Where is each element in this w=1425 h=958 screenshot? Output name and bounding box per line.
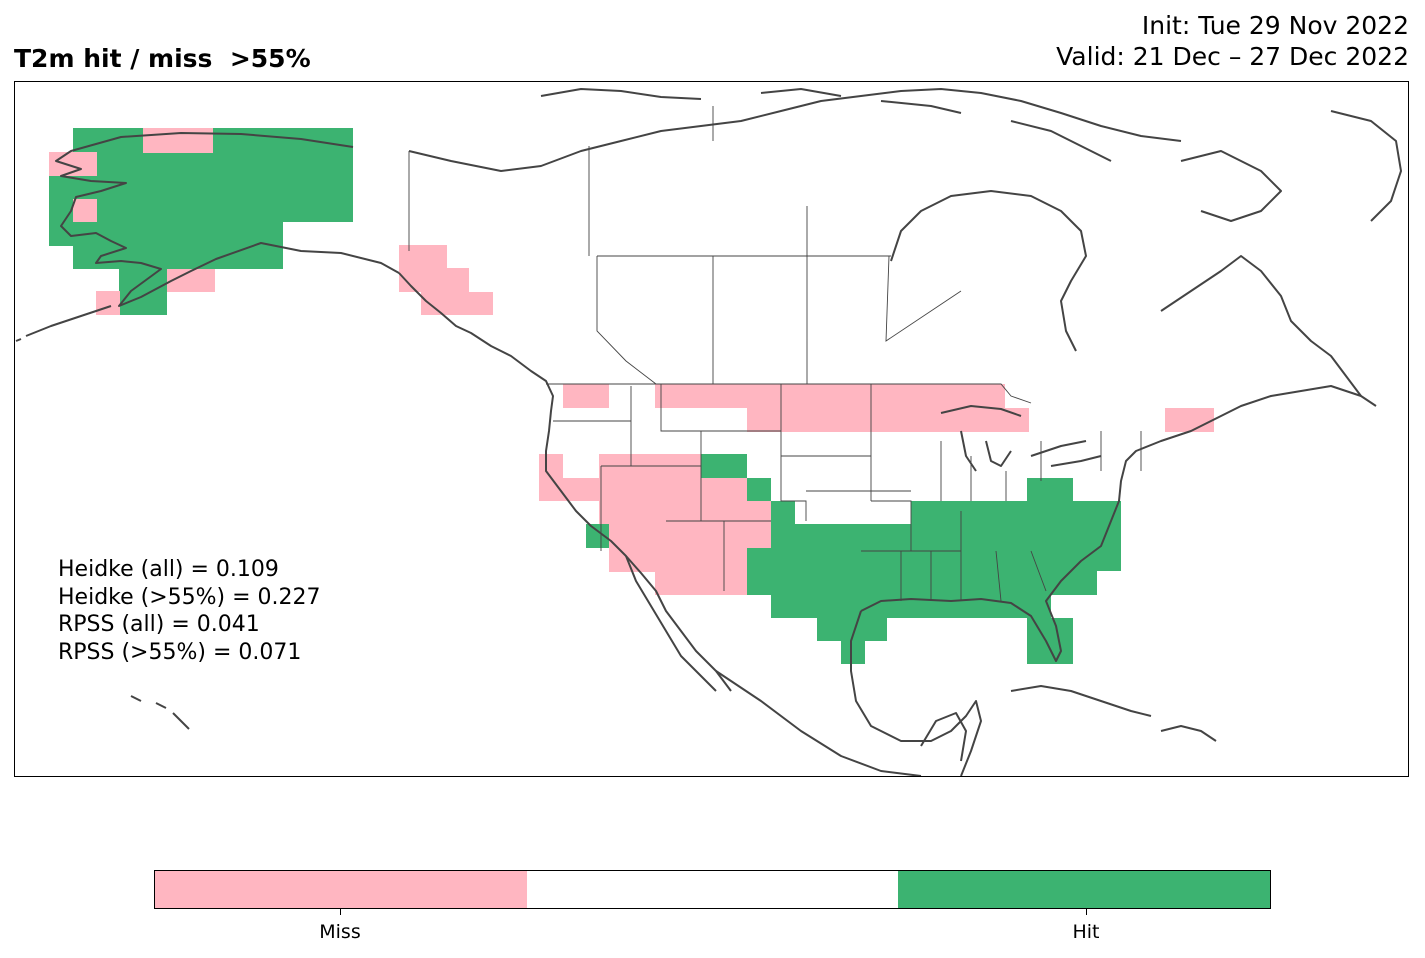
skill-scores: Heidke (all) = 0.109 Heidke (>55%) = 0.2… [58, 556, 321, 666]
rpss-55-score: RPSS (>55%) = 0.071 [58, 639, 302, 665]
miss-cell [167, 269, 215, 292]
colorbar-hit-segment [898, 871, 1271, 908]
date-info: Init: Tue 29 Nov 2022 Valid: 21 Dec – 27… [1056, 10, 1409, 72]
great-lakes [940, 405, 1102, 472]
miss-cell [1165, 408, 1214, 432]
hit-cell [817, 618, 887, 641]
cuba [1010, 685, 1152, 717]
miss-cell [73, 199, 97, 222]
north-america-map [15, 88, 1402, 776]
miss-cell [143, 128, 213, 153]
hit-cell [586, 524, 609, 548]
hit-cell [771, 524, 1121, 548]
aleutian-islands [15, 305, 112, 342]
hit-cell [119, 269, 167, 315]
east-states [861, 431, 1142, 602]
hit-cell [1027, 618, 1073, 664]
miss-cell [609, 548, 749, 572]
colorbar-neutral-segment [526, 871, 899, 908]
canada-provinces [408, 106, 962, 385]
heidke-55-score: Heidke (>55%) = 0.227 [58, 584, 321, 610]
valid-date: Valid: 21 Dec – 27 Dec 2022 [1056, 42, 1409, 71]
hit-cell [1027, 478, 1073, 501]
hit-cell [771, 595, 1051, 618]
hit-label: Hit [1072, 921, 1100, 943]
baja-peninsula [625, 555, 717, 692]
miss-cell [586, 524, 751, 548]
arctic-islands [540, 88, 1402, 222]
colorbar [154, 870, 1271, 909]
arctic-coast [408, 88, 1182, 172]
labrador-coast [1160, 255, 1362, 397]
coastlines [15, 88, 1402, 776]
gulf-coast [850, 385, 1377, 776]
miss-cell [655, 571, 749, 595]
mexico-pacific-coast [715, 670, 922, 776]
miss-cell [747, 408, 1029, 432]
alaska-coast [55, 132, 400, 307]
hit-cell [747, 571, 1097, 595]
miss-cell [655, 384, 1005, 408]
hit-cell [747, 478, 771, 501]
miss-cell [96, 291, 120, 315]
hudson-bay [890, 190, 1087, 352]
hit-cell [701, 454, 747, 478]
miss-cell [563, 384, 609, 408]
miss-cell [563, 478, 599, 501]
miss-tick [340, 909, 341, 915]
miss-cell [421, 268, 469, 292]
rpss-all-score: RPSS (all) = 0.041 [58, 612, 260, 637]
hawaii [130, 695, 190, 730]
us-canada-border [546, 383, 1032, 404]
yucatan [920, 712, 967, 762]
forecast-cells [49, 128, 1214, 664]
map-panel [14, 81, 1409, 777]
state-borders [408, 106, 1142, 602]
hit-cell [841, 641, 865, 664]
init-date: Init: Tue 29 Nov 2022 [1141, 11, 1409, 40]
hit-tick [1086, 909, 1087, 915]
hispaniola [1160, 725, 1217, 742]
west-states [553, 384, 911, 591]
hit-cell [771, 501, 795, 524]
heidke-all-score: Heidke (all) = 0.109 [58, 557, 279, 582]
miss-label: Miss [319, 921, 361, 943]
colorbar-miss-segment [155, 871, 527, 908]
pacific-coast [398, 272, 732, 692]
miss-cell [599, 454, 701, 524]
miss-cell [421, 292, 493, 315]
hit-cell [911, 501, 1121, 524]
hit-cell [747, 548, 1121, 571]
map-title: T2m hit / miss >55% [14, 44, 311, 73]
